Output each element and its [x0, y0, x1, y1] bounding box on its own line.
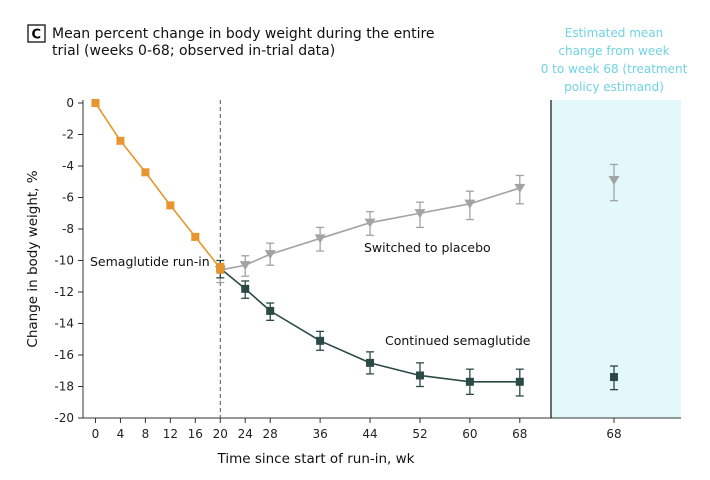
point-semaglutide [241, 284, 250, 293]
x-tick-label: 24 [238, 427, 253, 441]
point-semaglutide [415, 371, 424, 380]
point-run_in [91, 99, 100, 107]
y-tick-label: -8 [62, 222, 74, 236]
x-tick-label: 12 [163, 427, 178, 441]
y-tick-label: -20 [54, 411, 74, 425]
series-line-semaglutide [219, 267, 520, 383]
estimand-placebo [608, 163, 620, 202]
y-axis-title: Change in body weight, % [25, 170, 41, 347]
annotation-semaglutide: Continued semaglutide [385, 333, 531, 348]
estimand-label-line-2: change from week [558, 44, 669, 58]
annotation-placebo: Switched to placebo [364, 240, 491, 255]
x-tick-label-estimand: 68 [606, 427, 621, 441]
chart-title-line-2: trial (weeks 0-68; observed in-trial dat… [52, 43, 335, 59]
y-tick-label: -12 [54, 285, 74, 299]
x-tick-label: 20 [213, 427, 228, 441]
point-placebo [464, 199, 476, 209]
point-placebo [414, 209, 426, 219]
y-tick-label: -2 [62, 128, 74, 142]
x-tick-label: 16 [188, 427, 203, 441]
estimand-point-placebo [608, 176, 620, 186]
axes-group: 0 -2 -4 -6 -8 -10 -12 -14 -16 -18 -20 0 4 8 12 16 20 24 28… [54, 96, 681, 441]
data-marks-group [91, 99, 620, 397]
point-run_in [166, 201, 175, 210]
point-placebo [514, 183, 526, 193]
y-tick-label: -4 [62, 159, 74, 173]
x-tick-label: 68 [512, 427, 527, 441]
point-placebo [239, 261, 251, 271]
y-tick-label: -10 [54, 254, 74, 268]
x-tick-label: 0 [92, 427, 100, 441]
point-run_in [116, 136, 125, 145]
panel-letter: C [32, 28, 42, 43]
point-semaglutide [515, 377, 524, 386]
series-run_in [91, 99, 225, 274]
panel-letter-box [27, 24, 46, 43]
y-tick-label: 0 [66, 96, 74, 110]
x-tick-label: 8 [142, 427, 150, 441]
estimand-panel-background [551, 100, 681, 418]
x-tick-label: 52 [412, 427, 427, 441]
point-run_in [216, 264, 225, 273]
y-tick-label: -14 [54, 317, 74, 331]
series-semaglutide [216, 259, 524, 397]
series-line-run_in [94, 102, 221, 269]
point-semaglutide [316, 336, 325, 345]
point-semaglutide [266, 306, 275, 315]
point-placebo [364, 218, 376, 228]
estimand-semaglutide [610, 365, 618, 391]
x-tick-label: 60 [462, 427, 477, 441]
y-tick-label: -18 [54, 380, 74, 394]
point-placebo [264, 250, 276, 260]
point-run_in [191, 232, 200, 241]
x-tick-label: 36 [312, 427, 327, 441]
point-run_in [141, 168, 150, 177]
estimand-label-line-4: policy estimand) [564, 80, 664, 94]
x-axis-title: Time since start of run-in, wk [216, 451, 414, 467]
point-semaglutide [465, 377, 474, 386]
y-tick-label: -16 [54, 348, 74, 362]
y-tick-label: -6 [62, 191, 74, 205]
estimand-label-line-1: Estimated mean [565, 26, 663, 40]
series-placebo [214, 174, 526, 284]
x-tick-label: 4 [117, 427, 125, 441]
chart-title-line-1: Mean percent change in body weight durin… [52, 26, 435, 42]
estimand-point-semaglutide [610, 373, 618, 382]
estimand-label-line-3: 0 to week 68 (treatment [541, 62, 688, 76]
x-tick-label: 28 [263, 427, 278, 441]
annotation-run-in: Semaglutide run-in [90, 254, 210, 269]
series-line-placebo [220, 187, 521, 271]
point-semaglutide [366, 358, 375, 367]
point-placebo [314, 234, 326, 244]
x-tick-label: 44 [362, 427, 377, 441]
